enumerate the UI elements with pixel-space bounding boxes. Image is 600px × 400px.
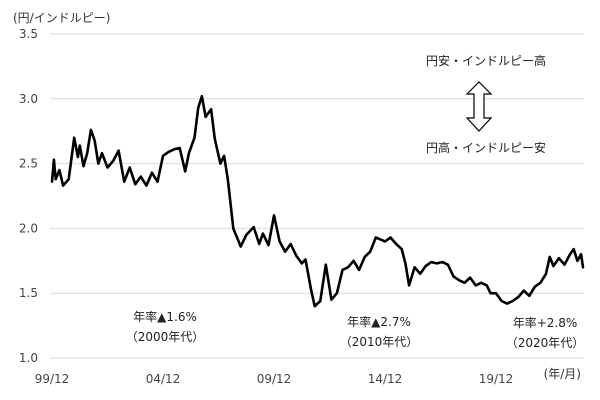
y-tick-label: 3.0 bbox=[19, 92, 38, 106]
y-tick-label: 3.5 bbox=[19, 27, 38, 41]
gridlines bbox=[50, 33, 584, 359]
decade-rate-2000s: 年率▲1.6% bbox=[133, 309, 197, 324]
x-tick-label: 19/12 bbox=[479, 372, 514, 386]
decade-period-2020s: （2020年代） bbox=[506, 336, 585, 350]
y-unit-label: (円/インドルピー) bbox=[13, 11, 110, 25]
x-unit-label: (年/月) bbox=[544, 367, 581, 381]
series-line bbox=[50, 94, 585, 308]
x-axis-ticks: 99/12 04/12 09/12 14/12 19/12 bbox=[35, 372, 514, 386]
x-tick-label: 14/12 bbox=[368, 372, 403, 386]
decade-period-2010s: （2010年代） bbox=[340, 335, 419, 349]
x-tick-label: 04/12 bbox=[146, 372, 181, 386]
double-arrow-up-down-icon bbox=[465, 81, 493, 132]
decade-period-2000s: （2000年代） bbox=[126, 330, 205, 344]
yen-strong-label: 円高・インドルピー安 bbox=[426, 140, 546, 155]
y-tick-label: 2.5 bbox=[19, 157, 38, 171]
y-tick-label: 1.0 bbox=[19, 351, 38, 365]
y-tick-label: 1.5 bbox=[19, 286, 38, 300]
x-tick-label: 99/12 bbox=[35, 372, 70, 386]
decade-rate-2020s: 年率+2.8% bbox=[513, 315, 578, 330]
decade-rate-2010s: 年率▲2.7% bbox=[347, 314, 411, 329]
y-axis-ticks: 1.0 1.5 2.0 2.5 3.0 3.5 bbox=[19, 27, 38, 365]
yen-weak-label: 円安・インドルピー高 bbox=[426, 53, 546, 68]
y-tick-label: 2.0 bbox=[19, 221, 38, 235]
x-tick-label: 09/12 bbox=[257, 372, 292, 386]
